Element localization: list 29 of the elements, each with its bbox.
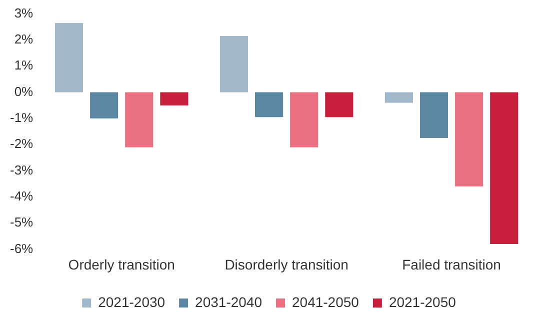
- y-tick-label: 3%: [14, 5, 34, 20]
- y-tick-label: -1%: [10, 110, 34, 125]
- legend-label: 2021-2050: [388, 294, 456, 310]
- bar: [490, 92, 518, 244]
- bar: [290, 92, 318, 148]
- bar: [455, 92, 484, 186]
- bar: [420, 92, 448, 138]
- bar: [384, 92, 413, 103]
- y-tick-label: -2%: [10, 136, 34, 152]
- bar: [220, 36, 248, 92]
- bar: [90, 92, 118, 118]
- legend-label: 2021-2030: [98, 294, 166, 310]
- bar: [54, 22, 84, 92]
- bar: [255, 92, 284, 118]
- bar: [325, 92, 354, 118]
- y-tick-label: -6%: [10, 240, 34, 256]
- y-tick-label: -4%: [10, 188, 34, 204]
- y-tick-label: -3%: [10, 162, 34, 178]
- x-tick-label: Disorderly transition: [224, 256, 348, 272]
- x-tick-label: Failed transition: [402, 256, 501, 272]
- bar: [125, 92, 154, 148]
- legend-label: 2031-2040: [195, 294, 262, 310]
- legend-label: 2041-2050: [292, 294, 360, 310]
- y-tick-label: 1%: [14, 58, 34, 73]
- y-tick-label: 2%: [14, 32, 34, 47]
- y-tick-label: -5%: [10, 214, 34, 230]
- x-tick-label: Orderly transition: [68, 256, 175, 272]
- bar: [160, 92, 188, 106]
- y-tick-label: 0%: [14, 84, 34, 99]
